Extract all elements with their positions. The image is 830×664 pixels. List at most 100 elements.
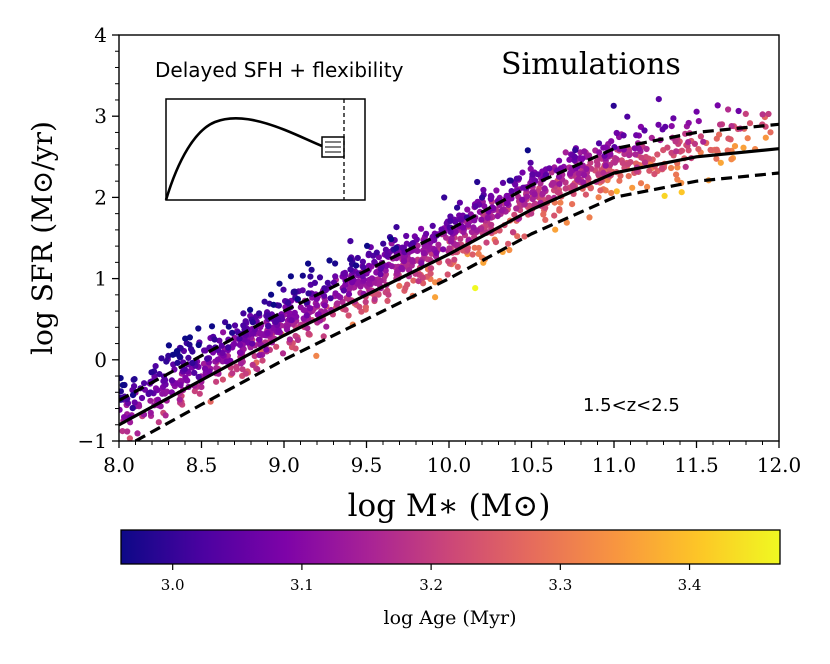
- data-point: [578, 156, 585, 163]
- data-point: [255, 336, 263, 343]
- data-point: [545, 194, 552, 201]
- y-tick-label: −1: [78, 429, 107, 453]
- data-point: [362, 304, 369, 311]
- data-point: [355, 270, 362, 277]
- upper-bound-line: [119, 122, 779, 402]
- data-point: [443, 234, 450, 241]
- data-point: [403, 232, 410, 240]
- data-point: [124, 428, 131, 435]
- data-point: [562, 185, 569, 192]
- data-point: [582, 191, 590, 198]
- data-point: [746, 120, 754, 127]
- data-point: [534, 171, 541, 178]
- data-point: [476, 208, 483, 215]
- data-point: [138, 394, 146, 402]
- data-point: [447, 213, 454, 220]
- data-point: [580, 171, 588, 178]
- data-point: [327, 295, 334, 302]
- data-point: [668, 164, 675, 172]
- data-point: [418, 260, 425, 267]
- data-point: [152, 363, 159, 370]
- data-point: [588, 165, 595, 172]
- subtitle: Delayed SFH + flexibility: [155, 58, 404, 82]
- data-point: [632, 151, 639, 158]
- data-point: [613, 188, 620, 195]
- data-point: [662, 123, 669, 130]
- data-point: [147, 409, 154, 416]
- data-point: [470, 224, 477, 231]
- data-point: [441, 194, 448, 201]
- x-tick-label: 12.0: [757, 453, 802, 477]
- data-point: [365, 250, 372, 257]
- data-point: [292, 345, 299, 352]
- data-point: [642, 153, 650, 161]
- data-point: [345, 291, 353, 298]
- data-point: [371, 296, 378, 303]
- data-point: [373, 249, 380, 256]
- data-point: [472, 285, 479, 292]
- data-point: [321, 292, 328, 299]
- data-point: [196, 390, 203, 397]
- data-point: [364, 242, 371, 249]
- data-point: [409, 257, 416, 264]
- data-point: [685, 119, 692, 127]
- data-point: [208, 323, 216, 330]
- data-point: [731, 143, 739, 150]
- data-point: [728, 156, 735, 163]
- data-point: [673, 171, 680, 178]
- data-point: [398, 264, 405, 271]
- data-point: [347, 256, 354, 263]
- data-point: [569, 182, 576, 189]
- data-point: [552, 226, 559, 233]
- data-point: [595, 140, 603, 147]
- data-point: [695, 118, 702, 125]
- data-point: [493, 187, 500, 194]
- data-point: [556, 157, 563, 164]
- data-point: [546, 165, 553, 172]
- data-point: [400, 245, 407, 252]
- data-point: [400, 258, 408, 265]
- data-point: [626, 152, 633, 159]
- data-point: [445, 258, 452, 265]
- data-point: [759, 111, 766, 118]
- data-point: [655, 121, 662, 128]
- data-point: [151, 373, 158, 380]
- data-point: [323, 323, 330, 330]
- data-point: [673, 148, 680, 155]
- data-point: [299, 272, 306, 279]
- data-point: [637, 180, 645, 187]
- data-point: [531, 177, 538, 185]
- sequence-lines: [119, 122, 779, 441]
- data-point: [305, 260, 312, 267]
- data-point: [195, 341, 202, 349]
- data-point: [440, 246, 447, 253]
- data-point: [279, 350, 287, 357]
- data-point: [385, 291, 392, 298]
- data-point: [332, 290, 339, 297]
- data-point: [214, 356, 221, 363]
- data-point: [529, 196, 536, 203]
- data-point: [444, 271, 451, 278]
- data-point: [550, 180, 557, 187]
- data-point: [119, 428, 126, 435]
- data-point: [265, 323, 272, 330]
- data-point: [182, 374, 189, 381]
- data-point: [554, 189, 561, 196]
- data-point: [707, 146, 714, 154]
- data-point: [311, 279, 318, 286]
- data-point: [225, 344, 232, 351]
- data-point: [580, 179, 587, 186]
- data-point: [211, 336, 218, 343]
- data-point: [236, 341, 243, 348]
- data-point: [195, 373, 202, 381]
- data-point: [302, 307, 309, 314]
- data-point: [655, 96, 662, 103]
- data-point: [182, 335, 189, 342]
- data-point: [595, 171, 602, 178]
- data-point: [498, 207, 505, 214]
- data-point: [355, 278, 362, 285]
- data-point: [256, 352, 263, 359]
- data-point: [651, 171, 658, 178]
- data-point: [562, 149, 569, 156]
- data-point: [291, 309, 298, 316]
